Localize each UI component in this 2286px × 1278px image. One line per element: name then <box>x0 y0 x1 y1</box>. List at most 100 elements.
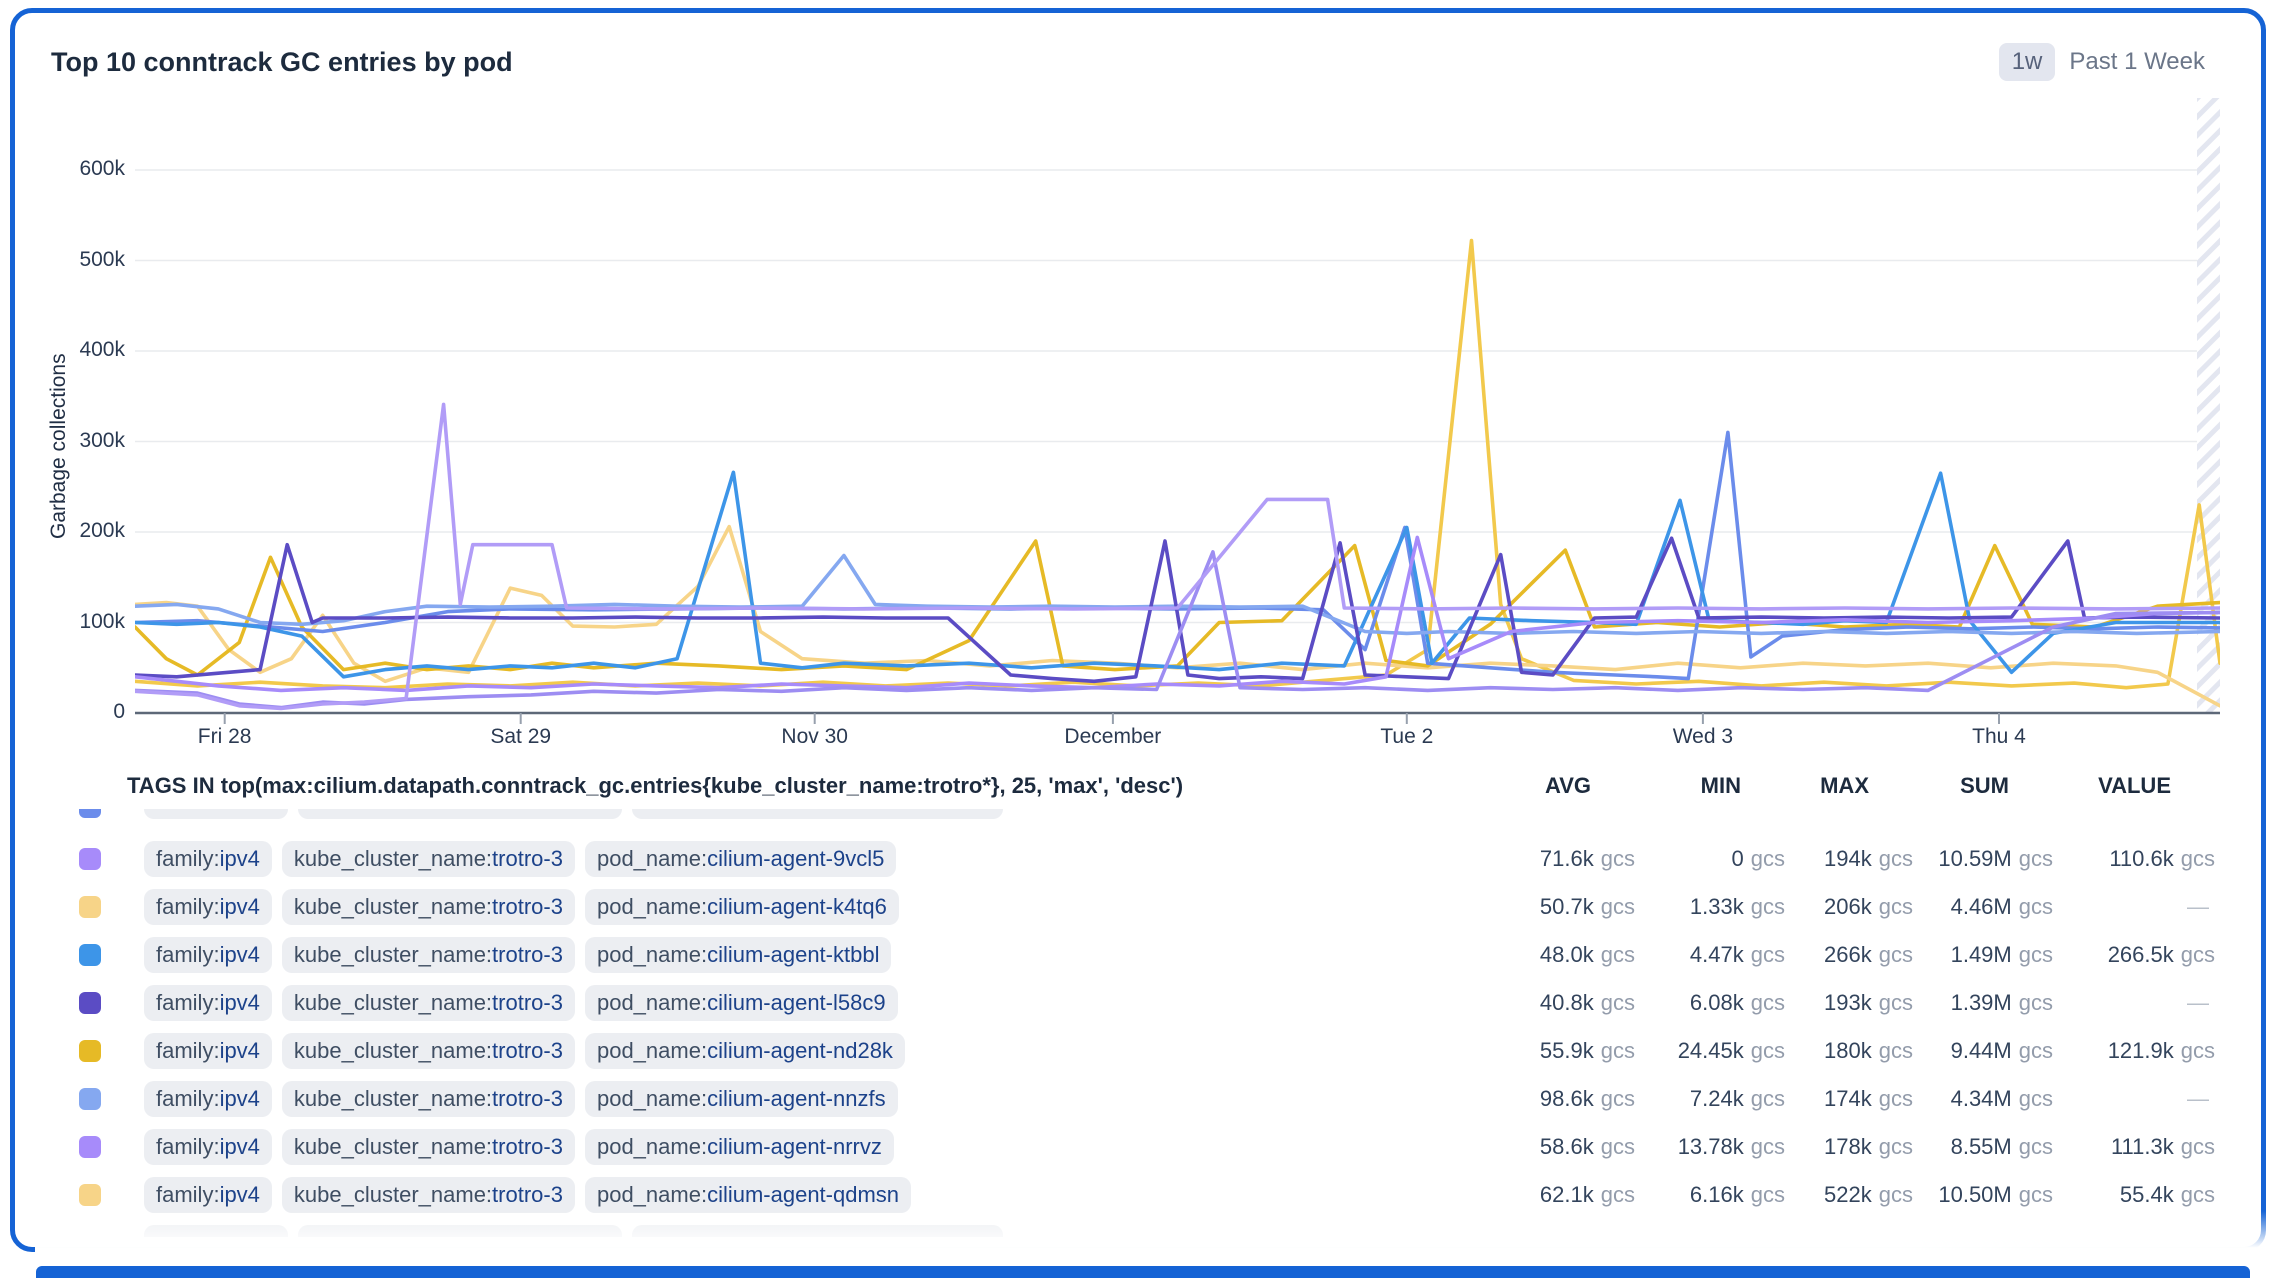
legend-table-body: family: ipv4 kube_cluster_name: trotro-3 pod… <box>15 835 2286 1219</box>
tag-pill[interactable]: kube_cluster_name: trotro-3 <box>281 985 575 1021</box>
stat-value: — <box>2187 990 2209 1015</box>
tag-value: trotro-3 <box>492 894 563 920</box>
tag-pill[interactable]: kube_cluster_name: trotro-3 <box>281 1177 575 1213</box>
tag-pill[interactable]: pod_name: cilium-agent-k4tq6 <box>584 889 899 925</box>
page-title: Top 10 conntrack GC entries by pod <box>51 47 513 77</box>
stat-sum: 1.49M gcs <box>1950 942 2053 967</box>
table-row[interactable]: family: ipv4 kube_cluster_name: trotro-3 pod… <box>15 1171 2286 1219</box>
col-head-min[interactable]: MIN <box>1700 773 1741 798</box>
stat-avg: 50.7k gcs <box>1539 894 1635 919</box>
time-range-label: Past 1 Week <box>2069 48 2205 75</box>
stat-min: 4.47k gcs <box>1689 942 1785 967</box>
tag-pill[interactable]: kube_cluster_name: trotro-3 <box>281 1129 575 1165</box>
tag-list: family: ipv4 kube_cluster_name: trotro-3 pod… <box>144 889 899 925</box>
stat-value: 121.9k gcs <box>2107 1038 2215 1063</box>
tag-pill[interactable]: pod_name: cilium-agent-l58c9 <box>584 985 898 1021</box>
timeseries-plot[interactable] <box>135 98 2220 730</box>
col-head-sum[interactable]: SUM <box>1960 773 2009 798</box>
tag-pill[interactable]: pod_name: cilium-agent-9vcl5 <box>584 841 897 877</box>
series-line[interactable] <box>135 553 2220 636</box>
tag-key: kube_cluster_name: <box>293 846 493 872</box>
clipped-row-pill <box>298 809 622 819</box>
table-row[interactable]: family: ipv4 kube_cluster_name: trotro-3 pod… <box>15 931 2286 979</box>
tag-value: cilium-agent-l58c9 <box>707 990 886 1016</box>
tag-value: ipv4 <box>219 1086 260 1112</box>
tag-value: ipv4 <box>219 1182 260 1208</box>
stat-value: 55.4k gcs <box>2119 1182 2215 1207</box>
table-row[interactable]: family: ipv4 kube_cluster_name: trotro-3 pod… <box>15 1123 2286 1171</box>
x-tick-label: Thu 4 <box>1972 725 2026 748</box>
tag-pill[interactable]: kube_cluster_name: trotro-3 <box>281 841 575 877</box>
clipped-row-pill <box>144 809 288 819</box>
stat-sum: 1.39M gcs <box>1950 990 2053 1015</box>
series-line[interactable] <box>135 539 2220 677</box>
y-tick-label: 600k <box>79 157 125 180</box>
tag-pill[interactable]: pod_name: cilium-agent-ktbbl <box>584 937 892 973</box>
clipped-row-pill <box>144 1225 288 1237</box>
stat-max: 266k gcs <box>1824 942 1913 967</box>
clipped-row-pill <box>298 1225 622 1237</box>
series-color-swatch <box>79 896 101 918</box>
tag-value: ipv4 <box>219 1038 260 1064</box>
col-head-avg[interactable]: AVG <box>1544 773 1591 798</box>
tag-pill[interactable]: family: ipv4 <box>144 841 272 877</box>
tag-pill[interactable]: family: ipv4 <box>144 937 272 973</box>
col-head-max[interactable]: MAX <box>1820 773 1869 798</box>
tag-pill[interactable]: family: ipv4 <box>144 1033 272 1069</box>
tag-pill[interactable]: kube_cluster_name: trotro-3 <box>281 937 575 973</box>
tag-pill[interactable]: pod_name: cilium-agent-nrrvz <box>584 1129 894 1165</box>
tag-key: family: <box>156 1182 220 1208</box>
tag-list: family: ipv4 kube_cluster_name: trotro-3 pod… <box>144 1033 905 1069</box>
stat-min: 24.45k gcs <box>1677 1038 1785 1063</box>
tag-value: ipv4 <box>219 1134 260 1160</box>
chart-card: Top 10 conntrack GC entries by pod 1w Pa… <box>10 8 2281 1257</box>
tag-key: family: <box>156 846 220 872</box>
tag-pill[interactable]: kube_cluster_name: trotro-3 <box>281 1033 575 1069</box>
row-stats: 71.6k gcs 0 gcs 194k gcs 10.59M gcs 110.6k gcs <box>1445 835 2215 883</box>
tag-list: family: ipv4 kube_cluster_name: trotro-3 pod… <box>144 1129 894 1165</box>
x-tick-label: Nov 30 <box>781 725 848 748</box>
tag-pill[interactable]: pod_name: cilium-agent-qdmsn <box>584 1177 912 1213</box>
stat-min: 7.24k gcs <box>1689 1086 1785 1111</box>
time-range-badge: 1w <box>1998 43 2056 81</box>
tag-value: cilium-agent-nnzfs <box>707 1086 886 1112</box>
col-head-value[interactable]: VALUE <box>2098 773 2171 798</box>
tag-value: trotro-3 <box>492 846 563 872</box>
series-line[interactable] <box>135 402 2220 711</box>
table-row[interactable]: family: ipv4 kube_cluster_name: trotro-3 pod… <box>15 979 2286 1027</box>
series-color-swatch <box>79 992 101 1014</box>
tag-value: ipv4 <box>219 990 260 1016</box>
series-line[interactable] <box>135 535 2220 693</box>
tag-value: trotro-3 <box>492 990 563 1016</box>
y-tick-label: 500k <box>79 247 125 271</box>
tag-key: family: <box>156 894 220 920</box>
table-row[interactable]: family: ipv4 kube_cluster_name: trotro-3 pod… <box>15 1027 2286 1075</box>
tag-pill[interactable]: pod_name: cilium-agent-nd28k <box>584 1033 905 1069</box>
tag-pill[interactable]: pod_name: cilium-agent-nnzfs <box>584 1081 898 1117</box>
series-line[interactable] <box>135 430 2220 681</box>
tag-list: family: ipv4 kube_cluster_name: trotro-3 pod… <box>144 1081 898 1117</box>
stat-avg: 98.6k gcs <box>1539 1086 1635 1111</box>
tag-pill[interactable]: kube_cluster_name: trotro-3 <box>281 1081 575 1117</box>
tag-pill[interactable]: kube_cluster_name: trotro-3 <box>281 889 575 925</box>
y-tick-label: 300k <box>79 428 125 452</box>
tag-pill[interactable]: family: ipv4 <box>144 889 272 925</box>
tag-pill[interactable]: family: ipv4 <box>144 1081 272 1117</box>
tag-pill[interactable]: family: ipv4 <box>144 1177 272 1213</box>
table-row[interactable]: family: ipv4 kube_cluster_name: trotro-3 pod… <box>15 883 2286 931</box>
stat-max: 206k gcs <box>1824 894 1913 919</box>
tag-key: pod_name: <box>596 1038 708 1064</box>
table-row[interactable]: family: ipv4 kube_cluster_name: trotro-3 pod… <box>15 1075 2286 1123</box>
row-stats: 55.9k gcs 24.45k gcs 180k gcs 9.44M gcs 121.9k gc… <box>1445 1027 2215 1075</box>
table-row[interactable]: family: ipv4 kube_cluster_name: trotro-3 pod… <box>15 835 2286 883</box>
time-range: 1w Past 1 Week <box>1998 43 2205 81</box>
series-line[interactable] <box>135 470 2220 679</box>
clipped-row-swatch <box>79 809 101 818</box>
tag-key: family: <box>156 1134 220 1160</box>
stat-max: 194k gcs <box>1824 846 1913 871</box>
y-tick-label: 100k <box>79 609 125 633</box>
tag-pill[interactable]: family: ipv4 <box>144 1129 272 1165</box>
y-tick-label: 0 <box>113 700 125 723</box>
tag-pill[interactable]: family: ipv4 <box>144 985 272 1021</box>
